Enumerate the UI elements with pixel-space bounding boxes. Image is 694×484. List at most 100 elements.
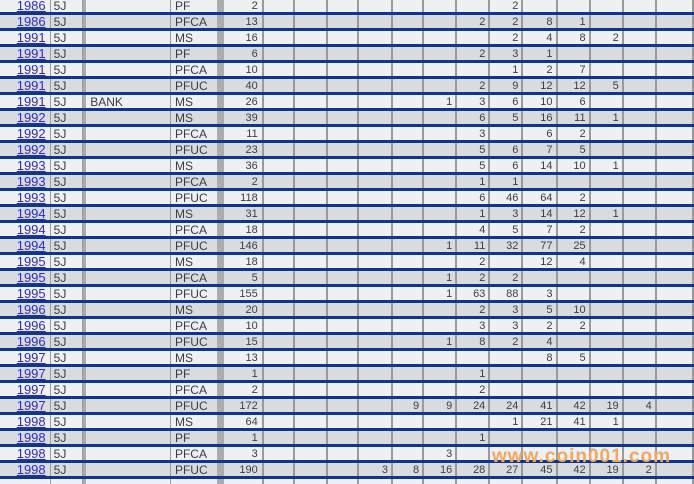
grade-count-cell xyxy=(589,285,624,303)
grade-count-cell: 5 xyxy=(589,77,624,95)
grade-count-cell xyxy=(589,125,624,143)
grade-count-cell xyxy=(489,125,524,143)
year-link[interactable]: 1998 xyxy=(16,429,46,445)
grade-count-cell: 3 xyxy=(357,461,394,479)
total-count-cell: 40 xyxy=(223,77,264,95)
grade-count-cell: 2 xyxy=(456,253,491,271)
grade-count-cell xyxy=(326,253,359,271)
table-row: 1995 5J PFCA 5 1 2 2 xyxy=(0,269,694,287)
column-divider xyxy=(82,349,87,367)
column-divider xyxy=(82,237,87,255)
column-divider xyxy=(216,397,224,415)
column-divider xyxy=(82,397,87,415)
bank-cell: BANK xyxy=(86,93,171,111)
grade-count-cell xyxy=(357,109,394,127)
grade-count-cell: 8 xyxy=(456,333,491,351)
grade-count-cell xyxy=(262,445,295,463)
denomination-cell: 5J xyxy=(50,141,83,159)
grade-count-cell xyxy=(589,349,624,367)
year-link[interactable]: 1994 xyxy=(16,221,46,237)
grade-count-cell: 45 xyxy=(522,461,558,479)
total-count-cell: 190 xyxy=(223,461,264,479)
grade-type-cell: PFCA xyxy=(170,61,217,79)
grade-count-cell: 2 xyxy=(456,269,491,287)
grade-count-cell xyxy=(262,45,295,63)
grade-count-cell xyxy=(357,45,394,63)
grade-count-cell xyxy=(589,13,624,31)
year-link[interactable]: 1986 xyxy=(16,0,46,13)
year-link[interactable]: 1997 xyxy=(16,349,46,365)
grade-count-cell xyxy=(262,477,295,484)
grade-count-cell xyxy=(423,205,458,223)
grade-count-cell xyxy=(622,93,657,111)
grade-type-cell: MS xyxy=(170,109,217,127)
year-link[interactable]: 1996 xyxy=(16,301,46,317)
year-link[interactable]: 1998 xyxy=(16,413,46,429)
grade-count-cell xyxy=(326,301,359,319)
table-row: 1995 5J PFUC 155 1 63 88 3 xyxy=(0,285,694,303)
grade-count-cell: 5 xyxy=(556,141,591,159)
grade-count-cell xyxy=(622,61,657,79)
year-link[interactable]: 1993 xyxy=(16,173,46,189)
denomination-cell: 5J xyxy=(50,445,83,463)
year-link[interactable]: 1992 xyxy=(16,109,46,125)
denomination-cell: 5J xyxy=(50,221,83,239)
grade-count-cell: 4 xyxy=(622,397,657,415)
grade-count-cell xyxy=(655,429,694,447)
grade-count-cell xyxy=(423,77,458,95)
grade-count-cell xyxy=(655,333,694,351)
year-link[interactable]: 1991 xyxy=(16,45,46,61)
year-link[interactable]: 1993 xyxy=(16,189,46,205)
denomination-cell: 5J xyxy=(50,29,83,47)
year-link[interactable]: 1991 xyxy=(16,77,46,93)
grade-count-cell: 6 xyxy=(489,141,524,159)
grade-count-cell xyxy=(589,221,624,239)
grade-count-cell: 6 xyxy=(489,157,524,175)
year-cell: 1995 xyxy=(0,253,51,271)
grade-count-cell xyxy=(293,349,328,367)
grade-count-cell: 1 xyxy=(456,173,491,191)
year-link[interactable]: 1993 xyxy=(16,157,46,173)
year-cell: 1997 xyxy=(0,397,51,415)
year-link[interactable]: 1995 xyxy=(16,253,46,269)
total-count-cell: 31 xyxy=(223,205,264,223)
year-link[interactable]: 1997 xyxy=(16,381,46,397)
grade-count-cell xyxy=(326,461,359,479)
grade-type-cell: PFCA xyxy=(170,13,217,31)
year-link[interactable]: 1998 xyxy=(16,445,46,461)
table-row: 1995 5J MS 18 2 12 4 xyxy=(0,253,694,271)
grade-count-cell xyxy=(326,221,359,239)
year-link[interactable]: 1991 xyxy=(16,29,46,45)
grade-count-cell xyxy=(423,221,458,239)
grade-count-cell xyxy=(423,173,458,191)
year-link[interactable]: 1991 xyxy=(16,61,46,77)
year-link[interactable]: 1996 xyxy=(16,317,46,333)
year-link[interactable]: 1995 xyxy=(16,285,46,301)
year-link[interactable]: 1991 xyxy=(16,93,46,109)
grade-count-cell xyxy=(262,253,295,271)
year-link[interactable]: 1997 xyxy=(16,397,46,413)
year-link[interactable]: 1996 xyxy=(16,333,46,349)
denomination-cell: 5J xyxy=(50,205,83,223)
year-cell: 1996 xyxy=(0,317,51,335)
grade-count-cell: 3 xyxy=(489,205,524,223)
year-link[interactable]: 1998 xyxy=(16,461,46,477)
grade-count-cell: 3 xyxy=(489,301,524,319)
year-link[interactable]: 1997 xyxy=(16,365,46,381)
year-link[interactable]: 1986 xyxy=(16,13,46,29)
year-link[interactable]: 1995 xyxy=(16,269,46,285)
grade-count-cell xyxy=(456,61,491,79)
bank-cell xyxy=(86,317,171,335)
year-link[interactable]: 1994 xyxy=(16,205,46,221)
grade-count-cell xyxy=(589,269,624,287)
grade-count-cell xyxy=(357,349,394,367)
year-link[interactable]: 1994 xyxy=(16,237,46,253)
grade-count-cell: 1 xyxy=(423,285,458,303)
grade-type-cell: PFCA xyxy=(170,317,217,335)
grade-type-cell: PF xyxy=(170,0,217,15)
year-link[interactable]: 1992 xyxy=(16,125,46,141)
grade-type-cell: MS xyxy=(170,205,217,223)
year-link[interactable]: 1992 xyxy=(16,141,46,157)
denomination-cell: 5J xyxy=(50,93,83,111)
grade-count-cell xyxy=(293,77,328,95)
